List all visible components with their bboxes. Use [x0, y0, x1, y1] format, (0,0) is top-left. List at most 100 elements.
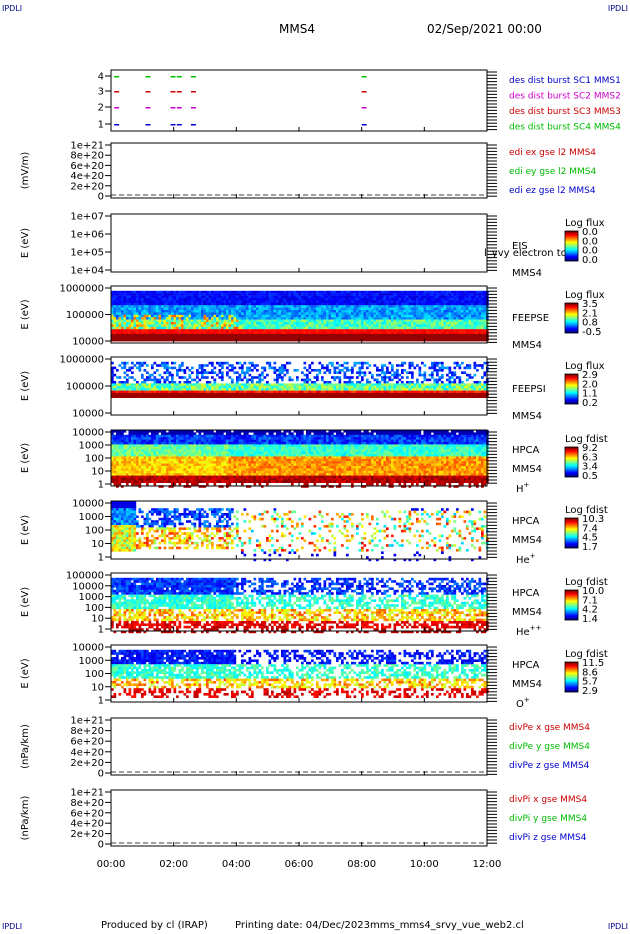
spectrogram-cell	[446, 334, 449, 337]
spectrogram-cell	[328, 388, 332, 391]
spectrogram-cell	[476, 295, 479, 299]
spectrogram-cell	[368, 388, 372, 391]
spectrogram-cell	[418, 317, 422, 320]
spectrogram-cell	[358, 371, 362, 374]
spectrogram-cell	[448, 298, 452, 301]
spectrogram-cell	[166, 295, 169, 299]
spectrogram-cell	[248, 300, 252, 303]
spectrogram-cell	[393, 322, 397, 325]
spectrogram-cell	[323, 305, 327, 308]
spectrogram-cell	[373, 317, 377, 320]
spectrogram-cell	[281, 312, 284, 315]
spectrogram-cell	[178, 338, 182, 342]
spectrogram-cell	[158, 312, 162, 315]
spectrogram-cell	[281, 364, 284, 367]
spectrogram-cell	[163, 290, 167, 294]
spectrogram-cell	[343, 393, 347, 396]
spectrogram-cell	[218, 334, 222, 337]
spectrogram-cell	[278, 290, 282, 294]
burst-mark	[114, 91, 120, 93]
spectrogram-cell	[423, 312, 427, 315]
spectrogram-cell	[226, 319, 229, 323]
spectrogram-cell	[461, 298, 464, 301]
eis-ytick-label: 1e+07	[70, 212, 104, 223]
spectrogram-cell	[463, 336, 467, 339]
colorbar-cell	[565, 242, 578, 244]
spectrogram-cell	[441, 373, 444, 377]
spectrogram-cell	[438, 319, 442, 323]
spectrogram-cell	[318, 338, 322, 342]
spectrogram-cell	[331, 364, 334, 367]
spectrogram-cell	[211, 336, 214, 339]
spectrogram-cell	[291, 334, 294, 337]
spectrogram-cell	[198, 395, 202, 398]
spectrogram-cell	[371, 336, 374, 339]
spectrogram-cell	[458, 334, 462, 337]
spectrogram-cell	[418, 366, 422, 370]
spectrogram-cell	[296, 312, 299, 315]
spectrogram-cell	[286, 393, 289, 396]
spectrogram-cell	[461, 300, 464, 303]
spectrogram-cell	[198, 298, 202, 301]
spectrogram-cell	[343, 324, 347, 327]
spectrogram-cell	[243, 322, 247, 325]
spectrogram-cell	[473, 326, 477, 330]
spectrogram-cell	[431, 324, 434, 327]
spectrogram-cell	[351, 334, 354, 337]
spectrogram-cell	[216, 395, 219, 398]
spectrogram-cell	[268, 314, 272, 318]
spectrogram-cell	[223, 319, 227, 323]
spectrogram-cell	[316, 331, 319, 335]
spectrogram-cell	[273, 317, 277, 320]
spectrogram-cell	[291, 329, 294, 332]
colorbar-cell	[565, 395, 578, 397]
spectrogram-cell	[213, 290, 217, 294]
spectrogram-cell	[423, 331, 427, 335]
spectrogram-cell	[421, 338, 424, 342]
spectrogram-cell	[276, 319, 279, 323]
spectrogram-cell	[481, 336, 484, 339]
spectrogram-cell	[451, 305, 454, 308]
spectrogram-cell	[136, 310, 139, 313]
spectrogram-cell	[428, 293, 432, 296]
spectrogram-cell	[211, 290, 214, 294]
spectrogram-cell	[326, 298, 329, 301]
colorbar-cell	[565, 311, 578, 313]
spectrogram-cell	[223, 310, 227, 313]
spectrogram-cell	[298, 336, 302, 339]
spectrogram-cell	[423, 334, 427, 337]
spectrogram-cell	[431, 312, 434, 315]
spectrogram-cell	[308, 336, 312, 339]
spectrogram-cell	[173, 361, 177, 365]
spectrogram-cell	[188, 390, 192, 394]
spectrogram-cell	[438, 310, 442, 313]
burst-mark	[170, 107, 176, 109]
spectrogram-cell	[268, 322, 272, 325]
spectrogram-cell	[186, 314, 189, 318]
spectrogram-cell	[236, 302, 239, 306]
spectrogram-cell	[116, 298, 119, 301]
spectrogram-cell	[171, 361, 174, 365]
spectrogram-cell	[401, 305, 404, 308]
spectrogram-cell	[303, 300, 307, 303]
spectrogram-cell	[328, 319, 332, 323]
spectrogram-cell	[268, 331, 272, 335]
spectrogram-cell	[148, 305, 152, 308]
spectrogram-cell	[476, 395, 479, 398]
spectrogram-cell	[213, 338, 217, 342]
spectrogram-cell	[131, 310, 134, 313]
spectrogram-cell	[418, 298, 422, 301]
spectrogram-cell	[431, 388, 434, 391]
spectrogram-cell	[393, 393, 397, 396]
spectrogram-cell	[208, 305, 212, 308]
spectrogram-cell	[138, 317, 142, 320]
spectrogram-cell	[278, 338, 282, 342]
spectrogram-cell	[461, 334, 464, 337]
spectrogram-cell	[233, 371, 237, 374]
spectrogram-cell	[196, 293, 199, 296]
spectrogram-cell	[386, 383, 389, 386]
spectrogram-cell	[383, 310, 387, 313]
spectrogram-cell	[233, 290, 237, 294]
spectrogram-cell	[233, 329, 237, 332]
spectrogram-cell	[451, 317, 454, 320]
